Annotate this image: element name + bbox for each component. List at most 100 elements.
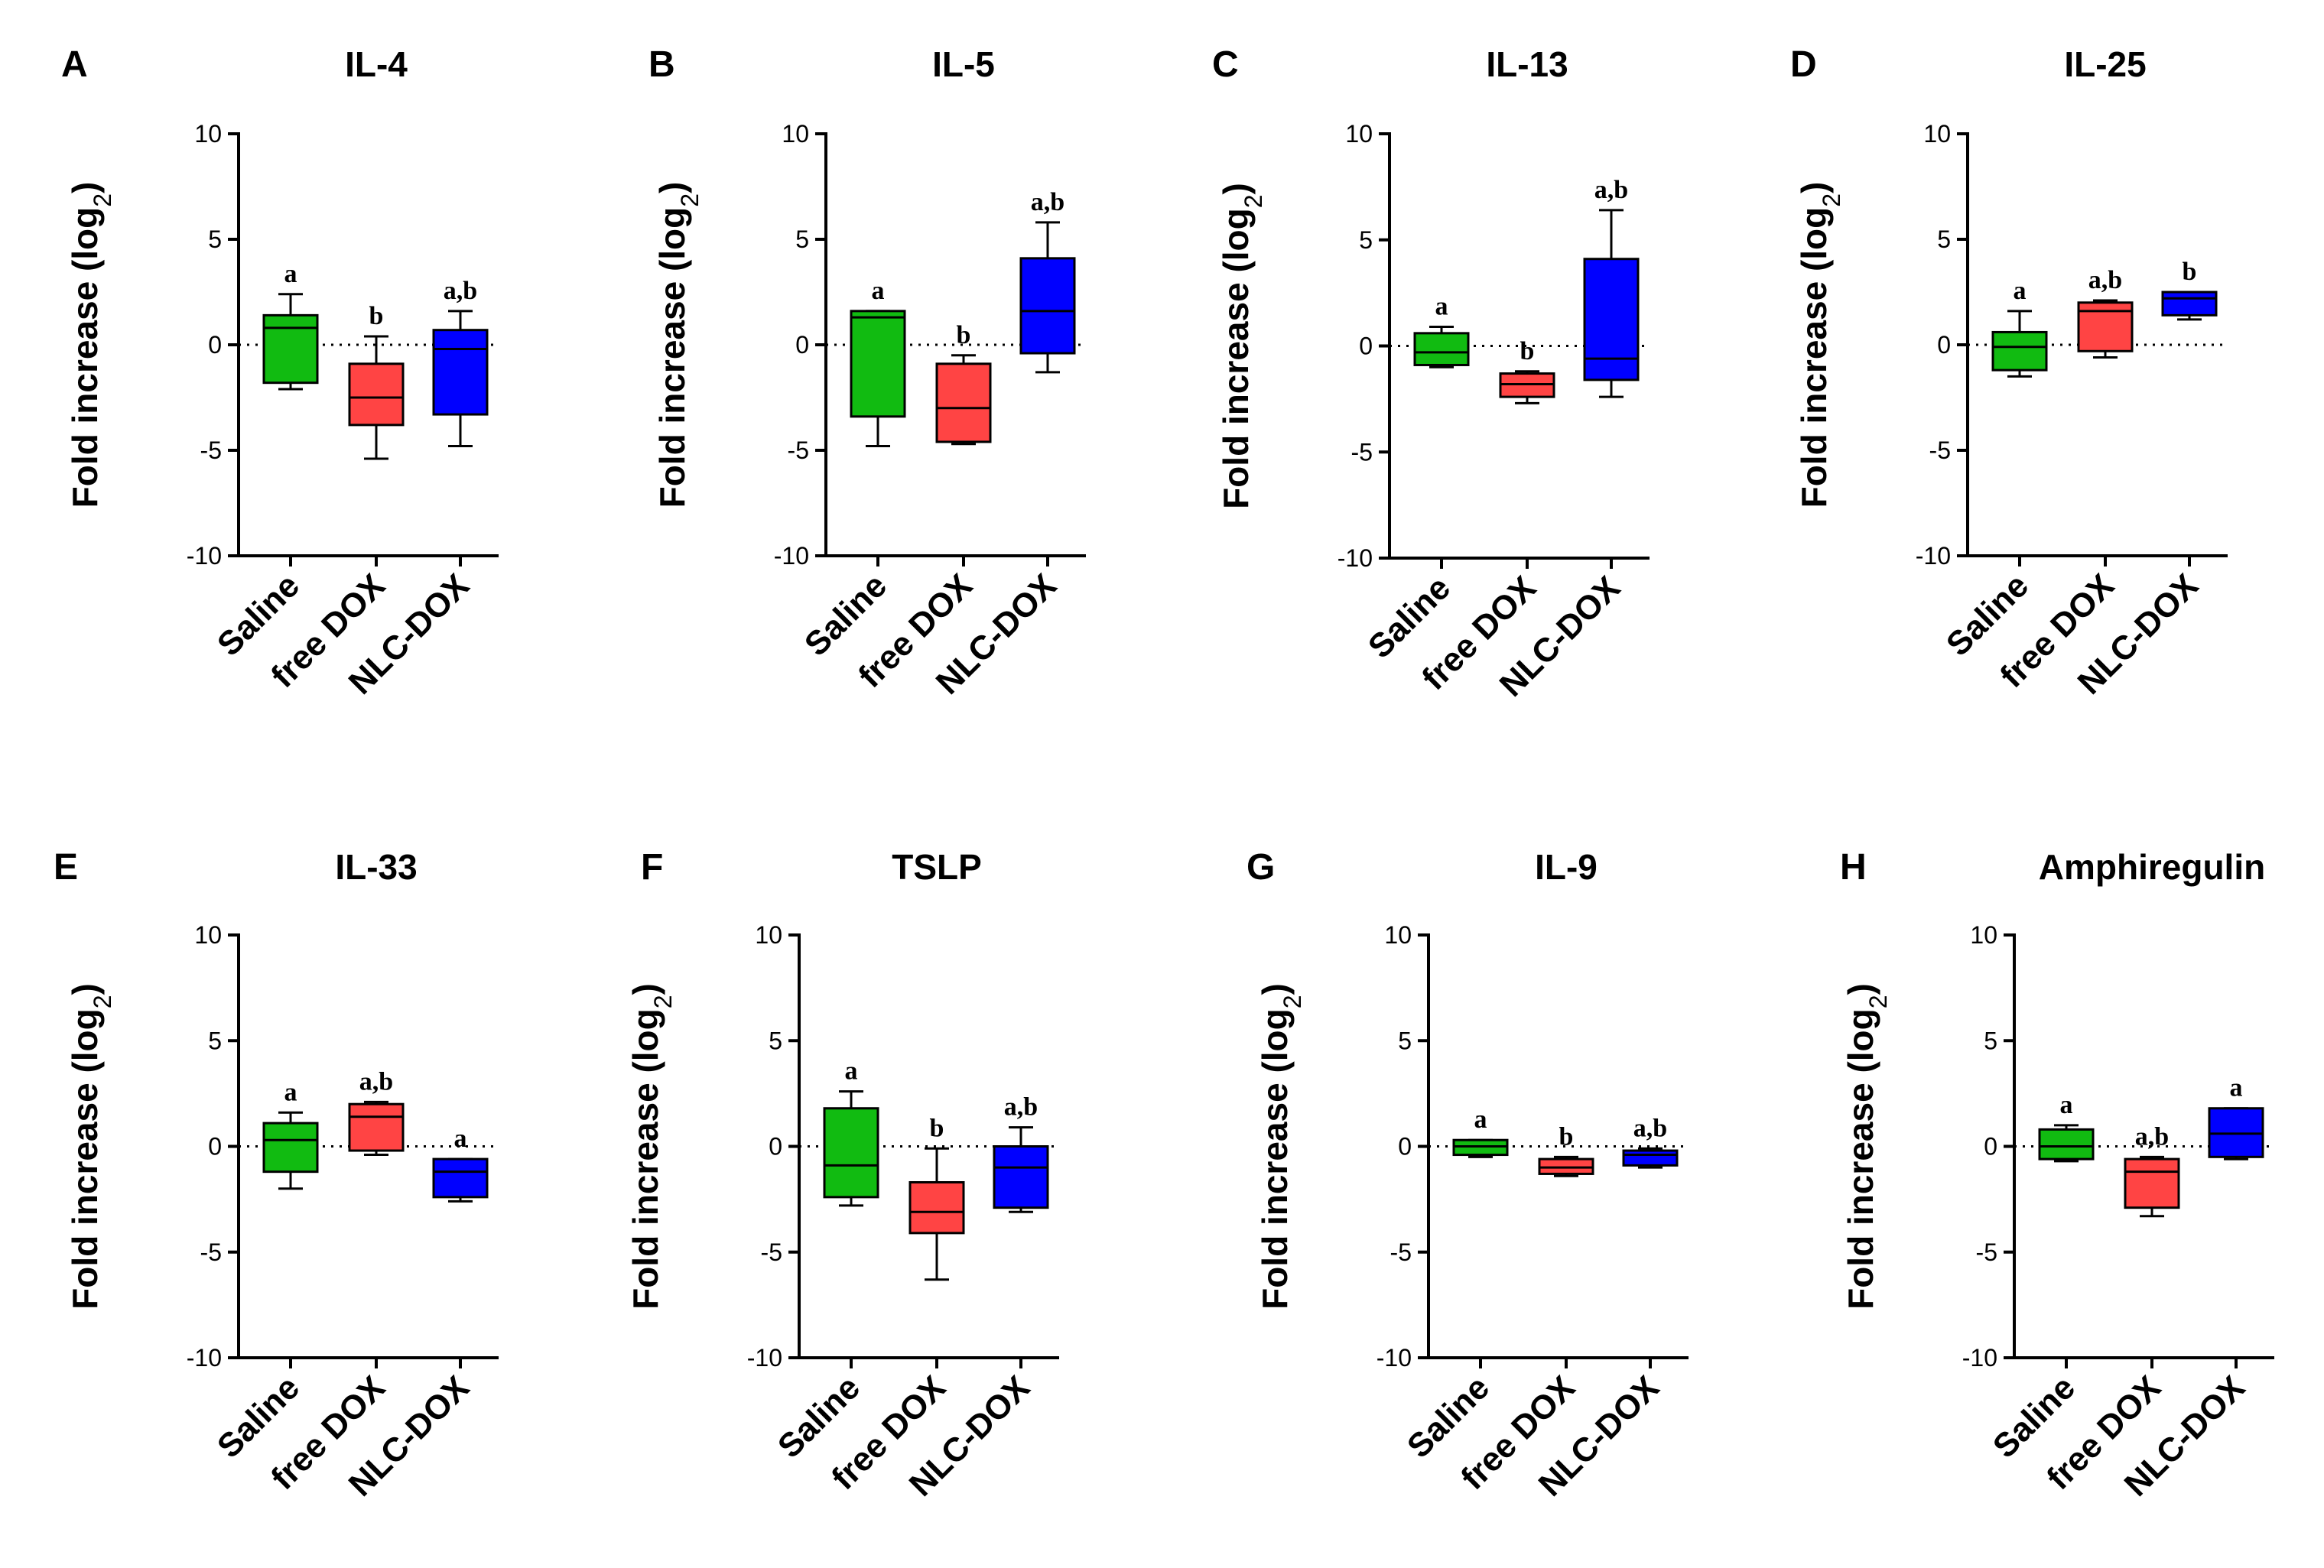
y-axis-title-end: )	[652, 182, 692, 193]
y-tick-label: 10	[194, 120, 222, 148]
y-axis-title-sub: 2	[676, 193, 704, 207]
significance-label: a,b	[1031, 188, 1064, 216]
y-axis-title-sub: 2	[1818, 193, 1845, 207]
box-body	[348, 1102, 405, 1152]
y-axis-title-main: Fold increase (log	[1255, 1008, 1295, 1310]
significance-label: a,b	[2088, 266, 2122, 294]
significance-label: b	[1520, 337, 1535, 365]
y-tick-label: 5	[795, 226, 809, 253]
y-tick-label: -10	[774, 542, 809, 570]
y-tick-label: 5	[1984, 1027, 1997, 1054]
y-axis-title-sub: 2	[1240, 194, 1267, 208]
box-body	[2038, 1128, 2095, 1161]
y-tick-label: -10	[747, 1344, 782, 1372]
panel-C: C IL-13 Fold increase (log2) 10 5 0 -5 -10Salin…	[1212, 44, 1650, 704]
panel-letter: B	[648, 44, 675, 85]
box-body	[908, 1181, 965, 1235]
panel-F: F TSLP Fold increase (log2) 10 5 0 -5 -10Saline…	[626, 847, 1059, 1504]
box-body	[993, 1145, 1049, 1209]
panel-B: B IL-5 Fold increase (log2) 10 5 0 -5 -10Saline…	[648, 44, 1086, 702]
y-axis-title-sub: 2	[89, 995, 116, 1008]
box-body	[348, 362, 405, 427]
y-axis-title: Fold increase (log2)	[65, 983, 116, 1310]
y-axis-title-main: Fold increase (log	[626, 1008, 665, 1310]
y-tick-label: 10	[1384, 921, 1412, 949]
y-tick-label: -10	[187, 542, 222, 570]
y-tick-label: 10	[782, 120, 809, 148]
significance-label: a,b	[1004, 1093, 1038, 1122]
y-tick-label: -5	[200, 1238, 222, 1266]
significance-label: a	[845, 1057, 858, 1086]
panel-title: IL-5	[932, 44, 995, 84]
y-tick-label: -10	[1377, 1344, 1412, 1372]
box-body	[1622, 1149, 1679, 1167]
y-axis-title: Fold increase (log2)	[1216, 183, 1267, 509]
y-tick-label: -10	[1962, 1344, 1997, 1372]
box-body	[2124, 1157, 2180, 1209]
y-axis-title: Fold increase (log2)	[1255, 983, 1306, 1310]
y-tick-label: 5	[1359, 226, 1373, 254]
box-body	[850, 310, 906, 418]
box-body	[262, 1122, 319, 1174]
panel-A: A IL-4 Fold increase (log2) 10 5 0 -5 -10Saline…	[61, 44, 499, 702]
y-tick-label: 10	[1970, 921, 1997, 949]
y-tick-label: -5	[1929, 437, 1951, 464]
box-body	[823, 1107, 879, 1199]
y-tick-label: -5	[1351, 438, 1373, 466]
y-tick-label: 5	[769, 1027, 782, 1054]
panel-title: IL-25	[2064, 44, 2146, 84]
box-body	[432, 1157, 489, 1199]
y-axis-title-sub: 2	[89, 193, 116, 207]
y-axis-title-end: )	[1255, 983, 1295, 995]
y-axis-title-end: )	[65, 983, 105, 995]
box-body	[1991, 330, 2048, 372]
significance-label: a	[1435, 293, 1448, 321]
panel-title: IL-4	[345, 44, 408, 84]
y-axis-title-sub: 2	[1279, 995, 1306, 1008]
y-tick-label: 5	[208, 226, 222, 253]
y-tick-label: 0	[1398, 1133, 1412, 1161]
y-tick-label: 5	[1937, 226, 1951, 253]
y-axis-title: Fold increase (log2)	[1794, 182, 1845, 508]
significance-label: b	[369, 302, 384, 330]
panel-letter: H	[1840, 847, 1867, 888]
y-tick-label: 10	[1345, 120, 1373, 148]
panel-title: TSLP	[892, 847, 982, 887]
y-axis-title-end: )	[1216, 183, 1256, 194]
y-tick-label: 0	[795, 331, 809, 359]
significance-label: a	[872, 277, 885, 305]
y-axis-title-end: )	[1794, 182, 1834, 193]
y-tick-label: 0	[769, 1133, 782, 1161]
y-tick-label: 0	[1984, 1133, 1997, 1161]
box-body	[935, 362, 992, 443]
y-axis-title-main: Fold increase (log	[65, 1008, 105, 1310]
significance-label: a	[2230, 1074, 2243, 1102]
y-tick-label: -5	[1976, 1238, 1997, 1266]
y-tick-label: 0	[1359, 333, 1373, 360]
panel-D: D IL-25 Fold increase (log2) 10 5 0 -5 -10Salin…	[1790, 44, 2228, 702]
box-body	[2077, 301, 2134, 352]
y-tick-label: 5	[208, 1027, 222, 1054]
panel-letter: F	[641, 847, 663, 888]
panel-title: Amphiregulin	[2039, 847, 2265, 887]
y-axis-title: Fold increase (log2)	[652, 182, 704, 508]
box-body	[1019, 257, 1076, 355]
significance-label: a,b	[1633, 1114, 1667, 1142]
panel-letter: D	[1790, 44, 1817, 85]
y-tick-label: 5	[1398, 1027, 1412, 1054]
panel-title: IL-33	[335, 847, 417, 887]
y-axis-title-main: Fold increase (log	[1841, 1008, 1880, 1310]
y-tick-label: -5	[1390, 1238, 1412, 1266]
significance-label: b	[2183, 258, 2197, 286]
panel-E: E IL-33 Fold increase (log2) 10 5 0 -5 -10Salin…	[54, 847, 499, 1504]
y-tick-label: -10	[187, 1344, 222, 1372]
panel-title: IL-9	[1535, 847, 1598, 887]
